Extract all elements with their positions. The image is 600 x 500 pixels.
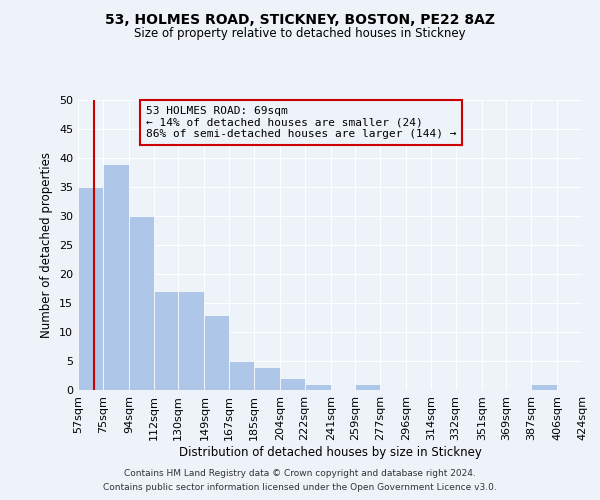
- X-axis label: Distribution of detached houses by size in Stickney: Distribution of detached houses by size …: [179, 446, 481, 458]
- Y-axis label: Number of detached properties: Number of detached properties: [40, 152, 53, 338]
- Text: Size of property relative to detached houses in Stickney: Size of property relative to detached ho…: [134, 28, 466, 40]
- Bar: [205, 314, 229, 390]
- Text: 53, HOLMES ROAD, STICKNEY, BOSTON, PE22 8AZ: 53, HOLMES ROAD, STICKNEY, BOSTON, PE22 …: [105, 12, 495, 26]
- Bar: [154, 292, 178, 390]
- Bar: [305, 384, 331, 390]
- Bar: [254, 367, 280, 390]
- Bar: [229, 361, 254, 390]
- Bar: [103, 164, 129, 390]
- Bar: [178, 292, 205, 390]
- Bar: [78, 187, 103, 390]
- Bar: [129, 216, 154, 390]
- Bar: [355, 384, 380, 390]
- Text: Contains HM Land Registry data © Crown copyright and database right 2024.: Contains HM Land Registry data © Crown c…: [124, 468, 476, 477]
- Bar: [280, 378, 305, 390]
- Text: 53 HOLMES ROAD: 69sqm
← 14% of detached houses are smaller (24)
86% of semi-deta: 53 HOLMES ROAD: 69sqm ← 14% of detached …: [146, 106, 457, 139]
- Text: Contains public sector information licensed under the Open Government Licence v3: Contains public sector information licen…: [103, 484, 497, 492]
- Bar: [531, 384, 557, 390]
